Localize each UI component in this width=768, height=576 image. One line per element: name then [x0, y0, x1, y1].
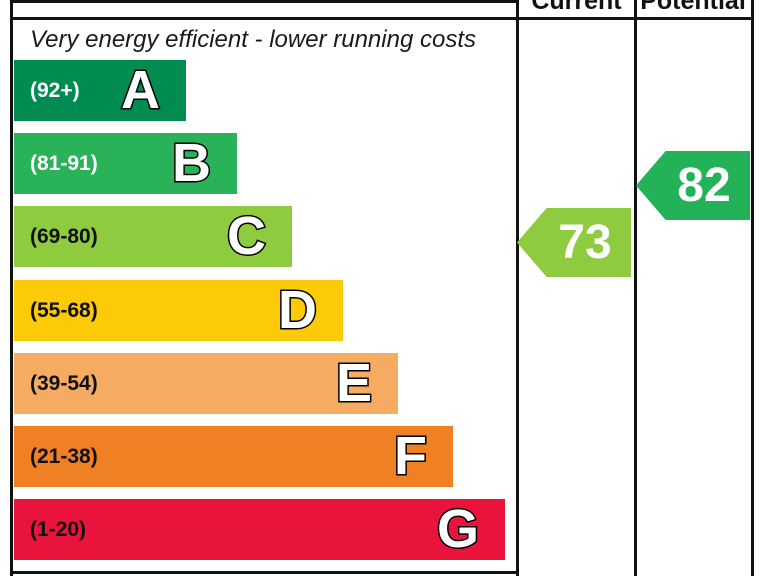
- band-c-letter: C: [226, 205, 268, 268]
- band-b-letter: B: [171, 132, 213, 195]
- band-e-letter: E: [334, 352, 373, 415]
- band-g-bar: (1-20) G: [14, 498, 505, 561]
- header-current-label: Current: [531, 0, 622, 15]
- band-f-letter: F: [393, 425, 429, 488]
- potential-rating-value: 82: [677, 159, 731, 212]
- header-current-cell: Current: [519, 0, 634, 17]
- header-separator-line: [10, 17, 754, 20]
- band-d-range: (55-68): [30, 298, 98, 322]
- band-d-letter: D: [277, 279, 319, 342]
- current-column-left-divider: [516, 0, 519, 576]
- band-c-bar: (69-80) C: [14, 205, 292, 268]
- header-potential-label: Potential: [640, 0, 746, 15]
- top-clipped-border: [10, 0, 516, 3]
- band-f-range: (21-38): [30, 444, 98, 468]
- band-a-letter: A: [120, 59, 162, 122]
- current-rating-value: 73: [558, 216, 612, 269]
- header-potential-cell: Potential: [637, 0, 749, 17]
- band-f-bar: (21-38) F: [14, 425, 453, 488]
- potential-rating-arrow: 82: [636, 151, 750, 220]
- band-e-range: (39-54): [30, 371, 98, 395]
- bottom-clipped-border: [10, 571, 516, 574]
- band-d-bar: (55-68) D: [14, 279, 343, 342]
- band-b-range: (81-91): [30, 151, 98, 175]
- chart-right-border: [751, 0, 754, 576]
- band-e-bar: (39-54) E: [14, 352, 398, 415]
- band-a-bar: (92+) A: [14, 59, 186, 122]
- efficiency-caption: Very energy efficient - lower running co…: [30, 26, 476, 53]
- band-b-bar: (81-91) B: [14, 132, 237, 195]
- chart-left-border: [10, 0, 13, 576]
- band-c-range: (69-80): [30, 224, 98, 248]
- potential-column-left-divider: [634, 0, 637, 576]
- band-g-range: (1-20): [30, 517, 87, 541]
- current-rating-arrow: 73: [517, 208, 631, 277]
- band-g-letter: G: [435, 498, 480, 561]
- band-a-range: (92+): [30, 78, 80, 102]
